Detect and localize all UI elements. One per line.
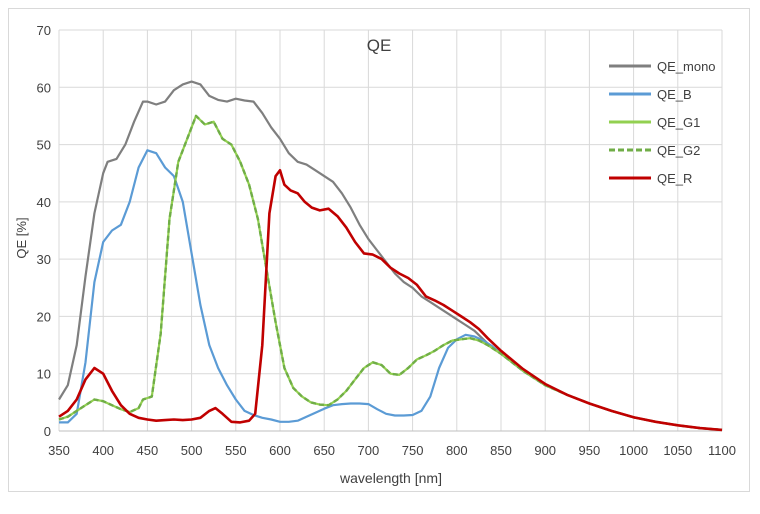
- x-tick-label: 950: [579, 443, 601, 458]
- legend-label: QE_G2: [657, 143, 700, 158]
- x-tick-label: 1100: [708, 443, 736, 458]
- series-lines: [58, 80, 723, 432]
- x-tick-label: 500: [181, 443, 203, 458]
- legend-label: QE_R: [657, 171, 692, 186]
- gridlines: [58, 29, 723, 432]
- legend-label: QE_G1: [657, 115, 700, 130]
- x-tick-label: 550: [225, 443, 247, 458]
- y-tick-label: 0: [44, 424, 51, 439]
- x-tick-label: 600: [269, 443, 291, 458]
- y-tick-label: 40: [37, 195, 51, 210]
- y-tick-label: 10: [37, 367, 51, 382]
- legend: QE_mono QE_B QE_G1 QE_G2 QE_R: [609, 59, 716, 186]
- y-tick-label: 20: [37, 309, 51, 324]
- y-tick-label: 50: [37, 138, 51, 153]
- y-tick-label: 30: [37, 252, 51, 267]
- series-line-qe-r: [58, 169, 723, 432]
- x-tick-label: 900: [534, 443, 556, 458]
- x-axis-label: wavelength [nm]: [339, 470, 442, 486]
- chart-title: QE: [367, 36, 392, 55]
- x-tick-label: 1000: [619, 443, 648, 458]
- x-tick-label: 650: [313, 443, 335, 458]
- x-tick-label: 400: [92, 443, 114, 458]
- x-tick-label: 850: [490, 443, 512, 458]
- x-tick-label: 1050: [663, 443, 692, 458]
- x-tick-label: 450: [137, 443, 159, 458]
- chart-area: 0 10 20 30 40 50 60 70 350 400 450 500 550 600 650 700 7…: [8, 8, 750, 492]
- x-tick-label: 700: [358, 443, 380, 458]
- series-line-qe-g1: [58, 114, 723, 431]
- series-line-qe-b: [59, 149, 723, 431]
- y-tick-label: 60: [37, 80, 51, 95]
- y-axis-label: QE [%]: [14, 217, 29, 258]
- qe-line-chart: 0 10 20 30 40 50 60 70 350 400 450 500 550 600 650 700 7…: [14, 23, 736, 486]
- x-tick-label: 750: [402, 443, 424, 458]
- x-tick-label: 800: [446, 443, 468, 458]
- legend-label: QE_mono: [657, 59, 716, 74]
- axes: 0 10 20 30 40 50 60 70 350 400 450 500 550 600 650 700 7…: [37, 23, 736, 458]
- series-line-qe-g2: [58, 114, 723, 432]
- y-tick-label: 70: [37, 23, 51, 38]
- x-tick-label: 350: [48, 443, 70, 458]
- series-line-qe-mono: [58, 80, 723, 431]
- legend-label: QE_B: [657, 87, 692, 102]
